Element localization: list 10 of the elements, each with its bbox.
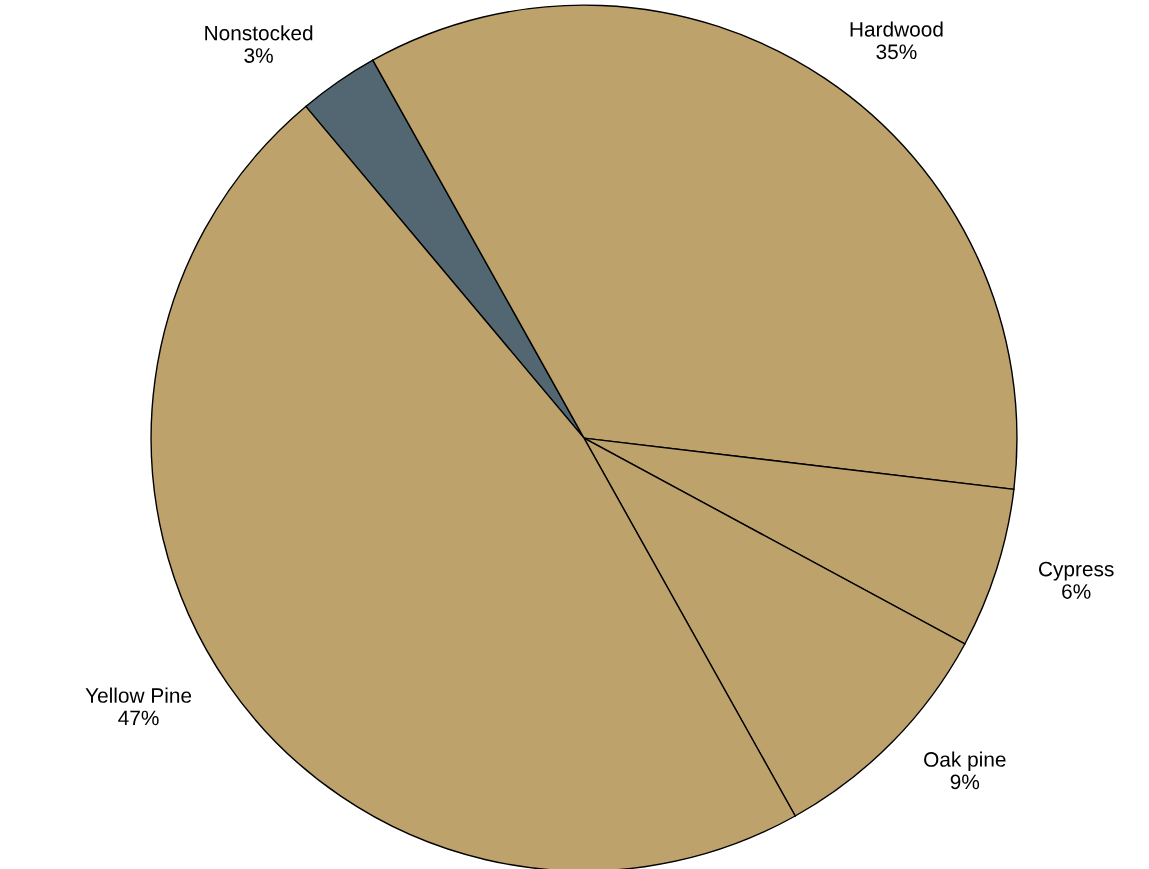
data-label: 47% [118,710,159,726]
data-label: 3% [244,48,273,63]
slice-label: Nonstocked [205,25,313,41]
data-label: 35% [876,44,917,60]
data-label: 9% [950,774,980,790]
slice-label: Oak pine [924,751,1006,771]
slice-label: Hardwood [850,21,943,37]
slice-label: Cypress [1039,561,1114,581]
data-label: 6% [1062,584,1091,599]
slice-label: Yellow Pine [85,687,192,703]
